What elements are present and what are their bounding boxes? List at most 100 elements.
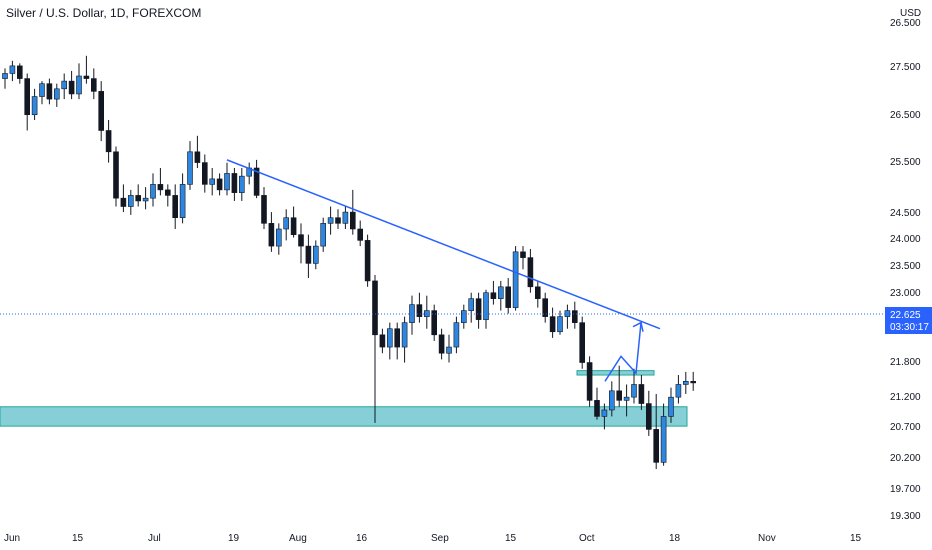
candle <box>468 292 475 323</box>
candle-body <box>579 322 586 363</box>
candle <box>105 119 112 163</box>
price-scale[interactable]: USD 26.500 27.500 26.500 25.500 24.500 2… <box>885 8 932 522</box>
zone-layer <box>0 370 688 427</box>
time-tick: 15 <box>850 533 862 544</box>
candle <box>290 206 297 238</box>
candle <box>39 81 45 105</box>
candle <box>76 63 82 100</box>
candle <box>61 73 68 100</box>
candle <box>690 371 697 391</box>
time-tick: 19 <box>228 533 240 544</box>
candle <box>623 384 630 417</box>
candle <box>682 371 689 394</box>
candle-body <box>231 173 238 193</box>
candle <box>202 154 208 193</box>
candle <box>594 387 600 420</box>
trendline[interactable] <box>226 159 661 330</box>
price-tick: 21.800 <box>890 357 921 368</box>
candle <box>9 60 16 82</box>
candle-body <box>497 286 504 299</box>
time-tick: Aug <box>289 533 307 544</box>
candle <box>231 167 238 201</box>
candle-body <box>216 178 223 191</box>
candle-body <box>142 197 149 202</box>
price-tick: 20.700 <box>890 422 921 433</box>
candle-body <box>401 322 408 348</box>
candle-body <box>660 416 667 463</box>
candle-body <box>512 251 519 308</box>
candle-body <box>209 178 215 185</box>
price-tick: 24.500 <box>890 208 921 219</box>
candle <box>616 365 623 407</box>
candle-layer <box>2 55 697 470</box>
candle-body <box>320 223 327 247</box>
candle-body <box>261 195 267 224</box>
candle <box>120 184 127 213</box>
candle <box>83 55 90 84</box>
projection-path[interactable] <box>604 322 642 382</box>
candle <box>520 246 526 270</box>
candle <box>483 289 489 329</box>
candle <box>298 223 304 264</box>
candle <box>305 234 312 278</box>
candle-body <box>290 217 297 235</box>
candle-body <box>379 334 386 348</box>
candle <box>320 217 327 252</box>
candle <box>512 246 519 311</box>
candle-body <box>283 217 290 230</box>
candle-body <box>483 292 489 320</box>
candle-body <box>327 217 334 224</box>
candle-body <box>586 362 593 401</box>
candle-body <box>105 130 112 153</box>
candle-body <box>76 75 82 95</box>
candle <box>246 162 252 185</box>
candle <box>534 280 541 308</box>
candle <box>283 209 290 241</box>
candle-body <box>438 334 445 354</box>
time-tick: Jun <box>4 533 20 544</box>
candle-body <box>24 78 31 116</box>
candle-body <box>571 310 578 323</box>
candle-body <box>113 151 119 199</box>
candle <box>179 173 186 224</box>
candle-body <box>172 195 178 219</box>
candle <box>113 146 119 207</box>
candle <box>564 304 571 329</box>
time-tick: 18 <box>669 533 681 544</box>
candle <box>150 173 156 207</box>
candle-body <box>460 310 467 323</box>
candle <box>91 68 97 100</box>
last-price-tag <box>885 307 932 334</box>
candle-body <box>135 195 141 202</box>
time-tick: Oct <box>579 533 595 544</box>
candle <box>379 328 386 354</box>
candle <box>46 78 53 105</box>
candle-body <box>120 197 127 207</box>
price-tick: 21.200 <box>890 392 921 403</box>
candle <box>275 223 282 255</box>
candle <box>349 189 356 235</box>
price-tick: 23.000 <box>890 288 921 299</box>
candle-body <box>349 211 356 230</box>
candle <box>53 83 60 107</box>
candle-body <box>549 316 556 333</box>
candle-body <box>83 75 90 79</box>
candle-body <box>157 184 164 191</box>
candle-body <box>342 211 349 224</box>
time-scale[interactable]: Jun 15 Jul 19 Aug 16 Sep 15 Oct 18 Nov 1… <box>4 533 862 544</box>
candle <box>460 304 467 329</box>
candle-body <box>224 173 230 191</box>
time-tick: Nov <box>758 533 776 544</box>
price-tick: 23.500 <box>890 261 921 272</box>
candle-body <box>194 151 201 163</box>
candle-body <box>179 184 186 219</box>
candle <box>416 292 423 323</box>
candle-body <box>9 65 16 74</box>
candle-body <box>312 245 319 264</box>
candle <box>128 189 134 215</box>
support-zone <box>0 406 688 427</box>
time-tick: Sep <box>431 533 449 544</box>
candle <box>24 73 31 131</box>
candle-body <box>682 381 689 385</box>
